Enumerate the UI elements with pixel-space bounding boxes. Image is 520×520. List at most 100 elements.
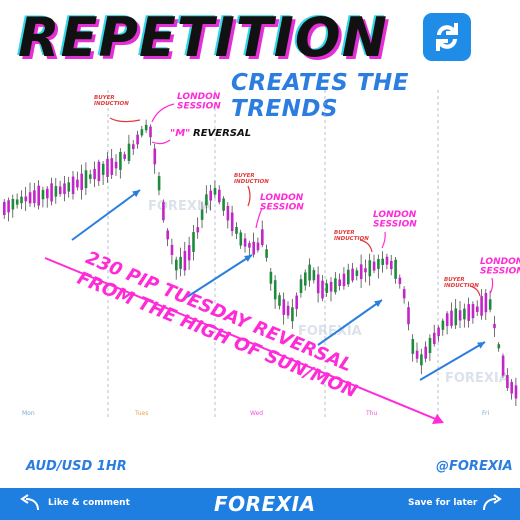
candle-body [213, 188, 217, 195]
trend-arrow [317, 299, 383, 346]
candle-body [390, 260, 393, 270]
candle-body [89, 174, 92, 179]
candle-body [273, 280, 277, 300]
annotation-pointer [255, 207, 263, 229]
curved-arrow-left-icon [20, 494, 39, 511]
annotation-pointer [151, 139, 171, 145]
watermark-text: FOREXIA [298, 324, 362, 339]
candle-body [76, 179, 79, 188]
candle-body [342, 273, 346, 287]
candle-body [166, 230, 169, 240]
buyer-induction-label: INDUCTION [334, 236, 369, 242]
candle-body [347, 269, 350, 285]
candle-body [20, 196, 23, 204]
candle-body [411, 339, 415, 354]
buyer-induction-label: INDUCTION [234, 179, 269, 185]
london-session-label: SESSION [480, 266, 520, 276]
candle-body [71, 176, 75, 194]
candle-body [33, 190, 36, 204]
trend-arrow [186, 254, 253, 298]
candle-body [428, 337, 432, 354]
candle-body [355, 270, 359, 276]
candle-body [476, 306, 479, 312]
candle-body [67, 182, 71, 192]
candle-body [140, 129, 144, 136]
reversal-arrow-head [432, 414, 444, 424]
like-comment-text: Like & comment [48, 498, 130, 508]
candle-body [282, 299, 286, 315]
candle-body [420, 354, 423, 366]
annotation-pointer [359, 239, 373, 253]
candle-body [162, 202, 165, 221]
candle-body [394, 259, 397, 279]
candle-body [291, 307, 294, 322]
candle-body [488, 299, 492, 310]
candle-body [304, 272, 307, 286]
candle-body [230, 212, 234, 232]
day-label: Wed [250, 410, 263, 417]
candle-body [153, 148, 157, 165]
trend-arrow-head [477, 342, 485, 349]
candle-body [127, 143, 131, 161]
day-label: Tues [134, 410, 148, 417]
london-session-label: SESSION [177, 101, 221, 111]
candle-body [433, 332, 436, 345]
london-session-label: SESSION [373, 219, 417, 229]
candle-body [101, 163, 105, 175]
candle-body [372, 261, 376, 271]
candle-body [256, 242, 260, 251]
candle-body [286, 305, 290, 316]
annotation-pointer [469, 285, 481, 297]
candle-body [200, 209, 204, 220]
candle-body [3, 202, 6, 215]
candle-body [58, 186, 62, 195]
candle-body [265, 249, 268, 258]
candle-body [222, 198, 225, 211]
london-session-label: SESSION [260, 202, 304, 212]
brand-logo: FOREXIA [214, 492, 316, 516]
repeat-icon [423, 13, 471, 61]
candle-body [467, 304, 470, 321]
candle-body [316, 274, 320, 294]
candle-body [308, 264, 311, 281]
candle-body [37, 185, 40, 206]
subtitle: CREATES THE TRENDS [231, 70, 410, 122]
candle-body [243, 238, 247, 247]
candle-body [54, 186, 58, 197]
candle-body [261, 229, 264, 245]
candle-body [407, 307, 410, 325]
candle-body [471, 304, 475, 319]
candle-body [510, 381, 513, 394]
candle-body [325, 283, 329, 293]
candle-body [28, 192, 32, 204]
candle-body [183, 250, 187, 271]
candle-body [506, 375, 509, 389]
london-session-label: LONDON [480, 257, 520, 267]
candle-body [97, 161, 101, 182]
candle-body [441, 320, 445, 330]
candle-body [136, 134, 139, 145]
buyer-induction-label: INDUCTION [94, 101, 129, 107]
buyer-induction-label: BUYER [234, 173, 255, 179]
candle-body [114, 161, 118, 169]
candle-body [84, 170, 88, 189]
caption-line-1: 230 PIP TUESDAY REVERSAL [83, 247, 355, 376]
candle-body [501, 355, 505, 376]
watermark-text: FOREXIA [445, 371, 509, 386]
candle-body [226, 205, 230, 221]
candle-body [450, 310, 453, 326]
candle-body [424, 346, 427, 359]
candle-body [235, 226, 238, 234]
candle-body [493, 323, 496, 329]
buyer-induction-label: BUYER [94, 95, 115, 101]
candle-body [248, 243, 251, 248]
candle-body [196, 227, 200, 233]
curved-arrow-right-icon [483, 494, 502, 511]
buyer-induction-label: BUYER [334, 230, 355, 236]
candle-body [463, 308, 466, 320]
candle-body [205, 194, 208, 206]
candle-body [437, 327, 440, 337]
candle-body [329, 281, 333, 292]
bottom-bar: Like & comment FOREXIA Save for later [0, 488, 520, 520]
